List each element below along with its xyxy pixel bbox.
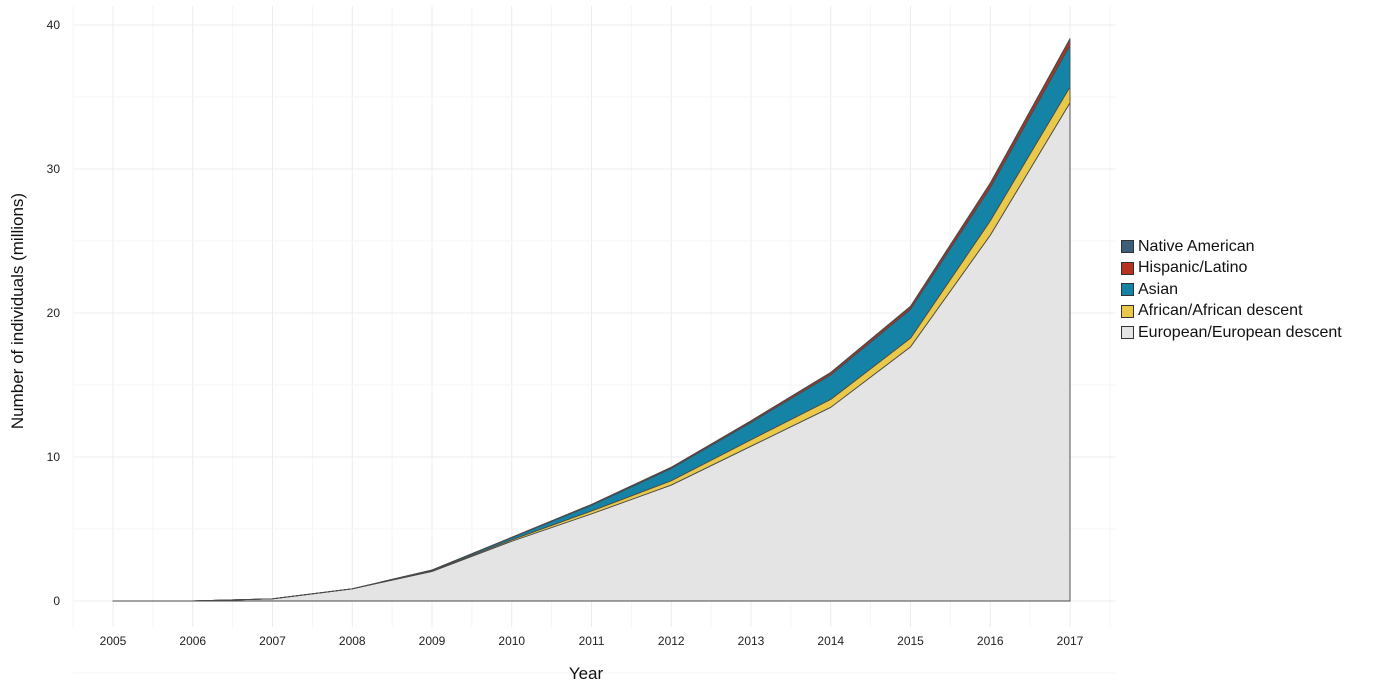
legend-swatch <box>1121 283 1134 297</box>
x-axis-title: Year <box>569 664 604 683</box>
y-axis-title: Number of individuals (millions) <box>8 193 27 429</box>
legend-swatch <box>1121 261 1134 275</box>
legend-item-european-european-descent: European/European descent <box>1121 322 1342 344</box>
legend-label: Hispanic/Latino <box>1138 259 1248 277</box>
x-tick-label: 2007 <box>259 634 286 648</box>
y-tick-label: 20 <box>47 306 61 320</box>
legend-swatch <box>1121 240 1134 254</box>
x-tick-label: 2005 <box>100 634 127 648</box>
legend: Native American Hispanic/Latino Asian Afric… <box>1121 236 1342 344</box>
x-tick-label: 2012 <box>658 634 685 648</box>
legend-label: African/African descent <box>1138 302 1303 320</box>
legend-swatch <box>1121 304 1134 318</box>
x-tick-label: 2014 <box>817 634 844 648</box>
y-tick-label: 30 <box>47 162 61 176</box>
legend-label: European/European descent <box>1138 323 1342 341</box>
x-tick-label: 2013 <box>738 634 765 648</box>
y-tick-label: 40 <box>47 18 61 32</box>
legend-label: Native American <box>1138 237 1255 255</box>
legend-item-asian: Asian <box>1121 279 1342 301</box>
legend-label: Asian <box>1138 280 1179 298</box>
x-tick-label: 2015 <box>897 634 924 648</box>
x-tick-label: 2011 <box>579 634 605 648</box>
legend-item-hispanic-latino: Hispanic/Latino <box>1121 258 1342 280</box>
x-tick-label: 2008 <box>339 634 366 648</box>
x-tick-label: 2006 <box>179 634 206 648</box>
x-tick-label: 2010 <box>498 634 525 648</box>
y-tick-label: 10 <box>47 450 61 464</box>
legend-swatch <box>1121 326 1134 340</box>
y-tick-label: 0 <box>53 594 60 608</box>
legend-item-african-african-descent: African/African descent <box>1121 301 1342 323</box>
x-tick-label: 2016 <box>977 634 1004 648</box>
x-tick-label: 2017 <box>1057 634 1084 648</box>
area-layer <box>112 38 1071 602</box>
tick-layer: 0 10 20 30 40 2005 2006 2007 2008 2009 2010 2011 201… <box>47 18 1084 648</box>
legend-item-native-american: Native American <box>1121 236 1342 258</box>
x-tick-label: 2009 <box>419 634 446 648</box>
